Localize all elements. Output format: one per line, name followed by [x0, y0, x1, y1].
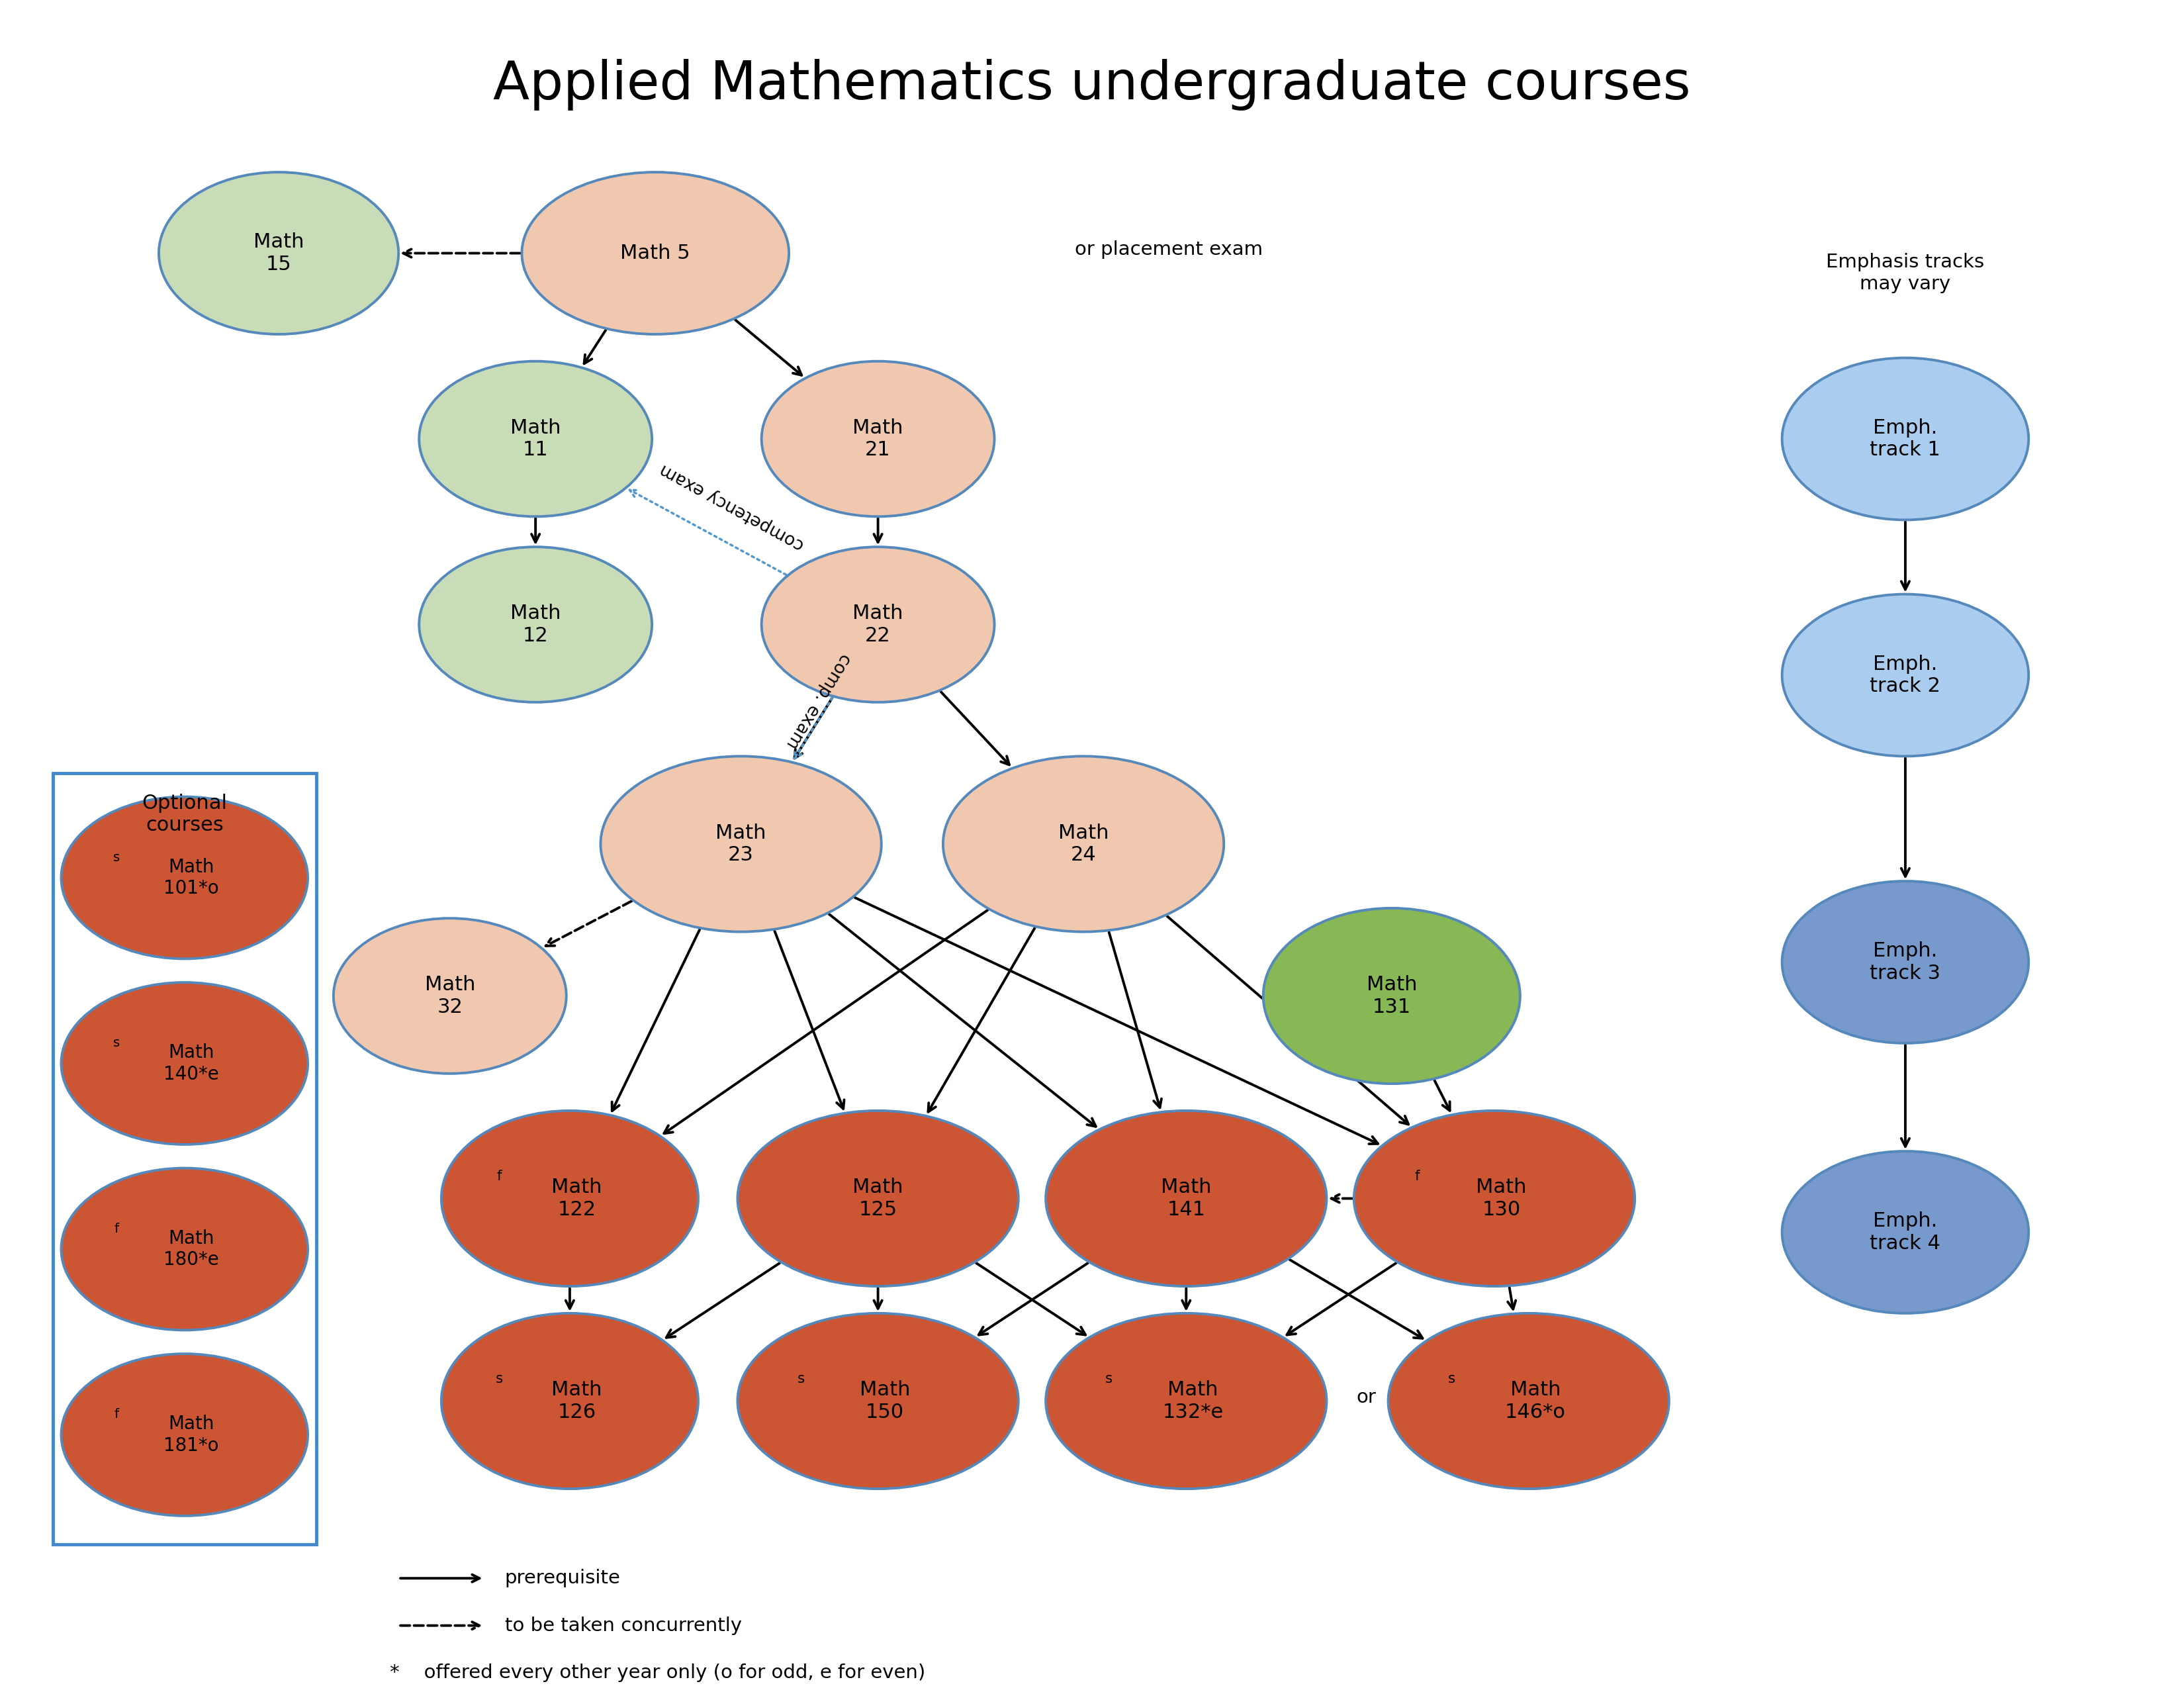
- Text: Emph.
track 3: Emph. track 3: [1870, 942, 1942, 982]
- Text: Math
146*o: Math 146*o: [1505, 1381, 1566, 1421]
- Ellipse shape: [738, 1111, 1018, 1286]
- Text: Math 5: Math 5: [620, 243, 690, 263]
- Ellipse shape: [1389, 1313, 1669, 1489]
- Text: Math
181*o: Math 181*o: [164, 1415, 218, 1455]
- Text: Math
180*e: Math 180*e: [164, 1229, 218, 1269]
- Text: s: s: [114, 1036, 120, 1050]
- Text: Emph.
track 4: Emph. track 4: [1870, 1212, 1942, 1252]
- Text: prerequisite: prerequisite: [505, 1570, 620, 1587]
- Text: Emph.
track 2: Emph. track 2: [1870, 655, 1942, 695]
- Text: s: s: [797, 1372, 804, 1386]
- Ellipse shape: [1782, 1151, 2029, 1313]
- Text: Math
23: Math 23: [716, 824, 767, 864]
- Ellipse shape: [1782, 358, 2029, 520]
- Ellipse shape: [419, 361, 653, 517]
- Text: Math
131: Math 131: [1367, 976, 1417, 1016]
- Text: Math
15: Math 15: [253, 233, 304, 273]
- Text: Math
130: Math 130: [1476, 1178, 1527, 1219]
- Text: f: f: [496, 1170, 502, 1183]
- Ellipse shape: [1046, 1313, 1326, 1489]
- Text: s: s: [1448, 1372, 1455, 1386]
- Text: Math
150: Math 150: [860, 1381, 911, 1421]
- Text: s: s: [496, 1372, 502, 1386]
- Text: Emph.
track 1: Emph. track 1: [1870, 419, 1942, 459]
- Text: to be taken concurrently: to be taken concurrently: [505, 1617, 743, 1634]
- Text: s: s: [1105, 1372, 1112, 1386]
- FancyBboxPatch shape: [52, 773, 317, 1545]
- Text: Emphasis tracks
may vary: Emphasis tracks may vary: [1826, 253, 1985, 294]
- Ellipse shape: [61, 797, 308, 959]
- Text: or placement exam: or placement exam: [1075, 241, 1262, 258]
- Ellipse shape: [441, 1313, 699, 1489]
- Text: competency exam: competency exam: [657, 459, 808, 554]
- Text: Math
141: Math 141: [1162, 1178, 1212, 1219]
- Text: Math
24: Math 24: [1057, 824, 1109, 864]
- Ellipse shape: [61, 1168, 308, 1330]
- Ellipse shape: [1046, 1111, 1326, 1286]
- Text: or: or: [1356, 1389, 1376, 1406]
- Ellipse shape: [522, 172, 788, 334]
- Text: Math
132*e: Math 132*e: [1162, 1381, 1223, 1421]
- Text: Math
32: Math 32: [424, 976, 476, 1016]
- Ellipse shape: [738, 1313, 1018, 1489]
- Ellipse shape: [334, 918, 566, 1074]
- Ellipse shape: [1354, 1111, 1636, 1286]
- Ellipse shape: [159, 172, 397, 334]
- Text: *    offered every other year only (o for odd, e for even): * offered every other year only (o for o…: [391, 1664, 926, 1681]
- Ellipse shape: [1782, 881, 2029, 1043]
- Ellipse shape: [1782, 594, 2029, 756]
- Ellipse shape: [943, 756, 1223, 932]
- Text: s: s: [114, 851, 120, 864]
- Ellipse shape: [601, 756, 882, 932]
- Text: Math
22: Math 22: [852, 604, 904, 645]
- Text: Math
21: Math 21: [852, 419, 904, 459]
- Ellipse shape: [762, 547, 994, 702]
- Text: Applied Mathematics undergraduate courses: Applied Mathematics undergraduate course…: [494, 59, 1690, 111]
- Text: Math
122: Math 122: [550, 1178, 603, 1219]
- Text: Math
12: Math 12: [511, 604, 561, 645]
- Text: Math
126: Math 126: [550, 1381, 603, 1421]
- Text: Math
11: Math 11: [511, 419, 561, 459]
- Ellipse shape: [419, 547, 653, 702]
- Text: f: f: [1415, 1170, 1420, 1183]
- Ellipse shape: [441, 1111, 699, 1286]
- Text: Math
140*e: Math 140*e: [164, 1043, 218, 1084]
- Text: Math
125: Math 125: [852, 1178, 904, 1219]
- Text: Math
101*o: Math 101*o: [164, 858, 218, 898]
- Text: Optional
courses: Optional courses: [142, 793, 227, 836]
- Ellipse shape: [61, 1354, 308, 1516]
- Text: f: f: [114, 1408, 118, 1421]
- Ellipse shape: [762, 361, 994, 517]
- Ellipse shape: [1262, 908, 1520, 1084]
- Text: comp. exam: comp. exam: [782, 650, 854, 751]
- Ellipse shape: [61, 982, 308, 1144]
- Text: f: f: [114, 1222, 118, 1236]
